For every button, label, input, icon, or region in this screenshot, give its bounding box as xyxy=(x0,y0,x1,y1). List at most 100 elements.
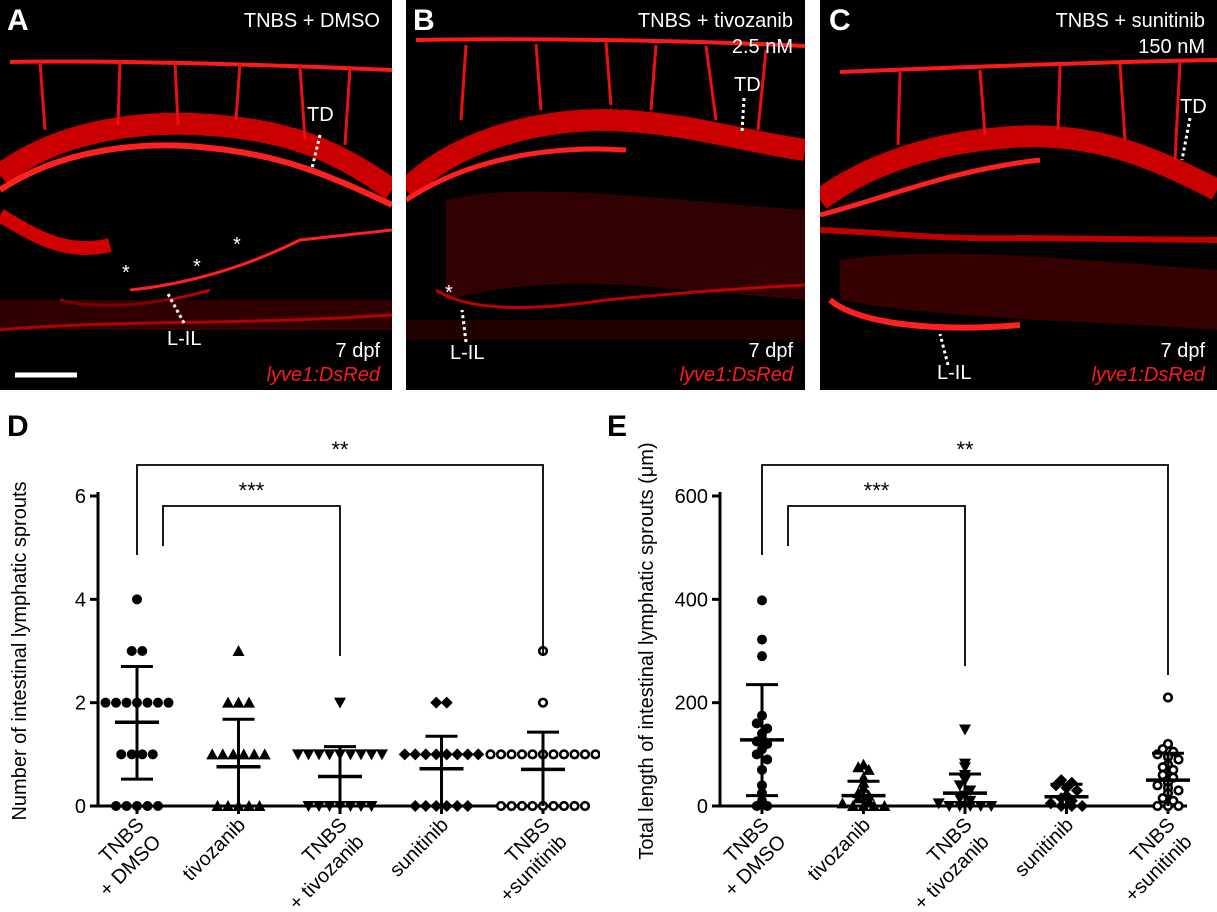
td-label: TD xyxy=(307,104,334,126)
x-tick-label: TNBS+ DMSO xyxy=(703,814,790,901)
data-point xyxy=(334,801,346,812)
chart-d: Number of intestinal lymphatic sprouts 0 2… xyxy=(9,437,600,910)
x-tick-label: sunitinib xyxy=(1011,814,1078,881)
data-point xyxy=(836,797,849,809)
data-point xyxy=(516,749,528,760)
data-point xyxy=(100,697,111,708)
significance-bracket xyxy=(162,505,341,656)
data-point xyxy=(1162,692,1174,703)
data-point xyxy=(206,748,219,760)
data-point xyxy=(862,794,875,806)
data-point xyxy=(253,800,266,811)
data-point xyxy=(121,801,132,811)
panel-letter: B xyxy=(413,4,435,37)
data-point xyxy=(472,748,485,761)
data-point xyxy=(461,800,474,812)
data-point xyxy=(232,696,245,708)
data-point xyxy=(852,792,865,804)
data-point xyxy=(527,749,538,760)
x-tick-label: sunitinib xyxy=(386,814,453,881)
data-point xyxy=(126,646,137,656)
data-point xyxy=(222,696,234,708)
data-point xyxy=(964,801,977,812)
micrograph-panel-a: A TNBS + DMSO TD * * * L-IL 7 dpf lyve1:… xyxy=(0,0,392,390)
significance-label: *** xyxy=(864,478,890,503)
data-point xyxy=(1076,800,1089,812)
data-point xyxy=(590,749,600,760)
data-point xyxy=(974,801,987,812)
x-tick-label: TNBS+ tivozanib xyxy=(268,814,369,910)
significance-label: *** xyxy=(239,478,265,503)
data-point xyxy=(302,801,315,812)
data-point xyxy=(227,748,240,760)
y-tick-label: 200 xyxy=(675,693,708,715)
data-point xyxy=(398,748,411,761)
data-point xyxy=(232,645,245,656)
data-point xyxy=(953,780,966,792)
lil-label: L-IL xyxy=(450,342,485,364)
data-point xyxy=(132,801,142,811)
data-point xyxy=(111,697,121,708)
asterisk-mark: * xyxy=(233,234,241,256)
td-label: TD xyxy=(1180,96,1207,118)
data-point xyxy=(558,749,570,760)
data-point xyxy=(292,749,304,761)
panel-letter: C xyxy=(829,4,851,37)
data-point xyxy=(222,800,234,811)
x-tick-label: TNBS+ tivozanib xyxy=(893,814,994,910)
x-tick-label: TNBS+ DMSO xyxy=(78,814,165,901)
data-point xyxy=(365,749,378,761)
reporter-label: lyve1:DsRed xyxy=(266,364,380,386)
data-point xyxy=(430,748,443,761)
data-point xyxy=(132,594,142,605)
data-point xyxy=(932,798,945,810)
panel-condition: TNBS + tivozanib xyxy=(637,10,793,32)
micrograph-panel-c: C TNBS + sunitinib 150 nM TD L-IL 7 dpf … xyxy=(820,0,1217,390)
td-label: TD xyxy=(734,74,761,96)
data-point xyxy=(302,749,315,761)
data-point xyxy=(953,801,966,812)
significance-bracket xyxy=(787,505,966,666)
data-point xyxy=(419,748,432,761)
data-point xyxy=(248,748,261,760)
y-tick-label: 600 xyxy=(675,486,708,508)
data-point xyxy=(862,763,875,775)
data-point xyxy=(440,800,453,812)
x-tick-label: tivozanib xyxy=(179,814,250,885)
vessel-image xyxy=(820,58,1217,366)
data-point xyxy=(137,749,148,760)
panel-letter-d: D xyxy=(7,410,29,443)
data-point xyxy=(334,697,346,709)
x-tick-label: tivozanib xyxy=(804,814,875,885)
data-point xyxy=(1157,793,1168,804)
data-point xyxy=(111,801,121,811)
data-point xyxy=(126,749,137,760)
data-point xyxy=(440,748,453,761)
significance-label: ** xyxy=(956,437,974,462)
data-point xyxy=(142,801,153,811)
data-point xyxy=(558,800,570,812)
panel-letter-e: E xyxy=(607,410,628,443)
stage-label: 7 dpf xyxy=(335,340,380,362)
data-point xyxy=(355,801,367,812)
lil-label: L-IL xyxy=(167,328,202,350)
data-point xyxy=(440,696,453,709)
data-point xyxy=(757,634,767,645)
y-tick-label: 400 xyxy=(675,589,708,611)
data-point xyxy=(852,761,865,773)
data-point xyxy=(943,801,956,812)
data-point xyxy=(506,800,517,812)
data-point xyxy=(1071,784,1083,797)
data-point xyxy=(495,800,507,812)
data-point xyxy=(527,800,538,812)
asterisk-mark: * xyxy=(445,282,453,304)
data-point xyxy=(569,749,580,760)
panel-condition: TNBS + sunitinib xyxy=(1055,10,1205,32)
data-point xyxy=(116,749,127,760)
x-tick-label: TNBS+sunitinib xyxy=(1104,814,1197,907)
data-point xyxy=(313,749,325,761)
y-tick-label: 0 xyxy=(697,796,708,818)
data-point xyxy=(506,749,517,760)
data-point xyxy=(153,801,163,811)
data-point xyxy=(137,646,148,656)
